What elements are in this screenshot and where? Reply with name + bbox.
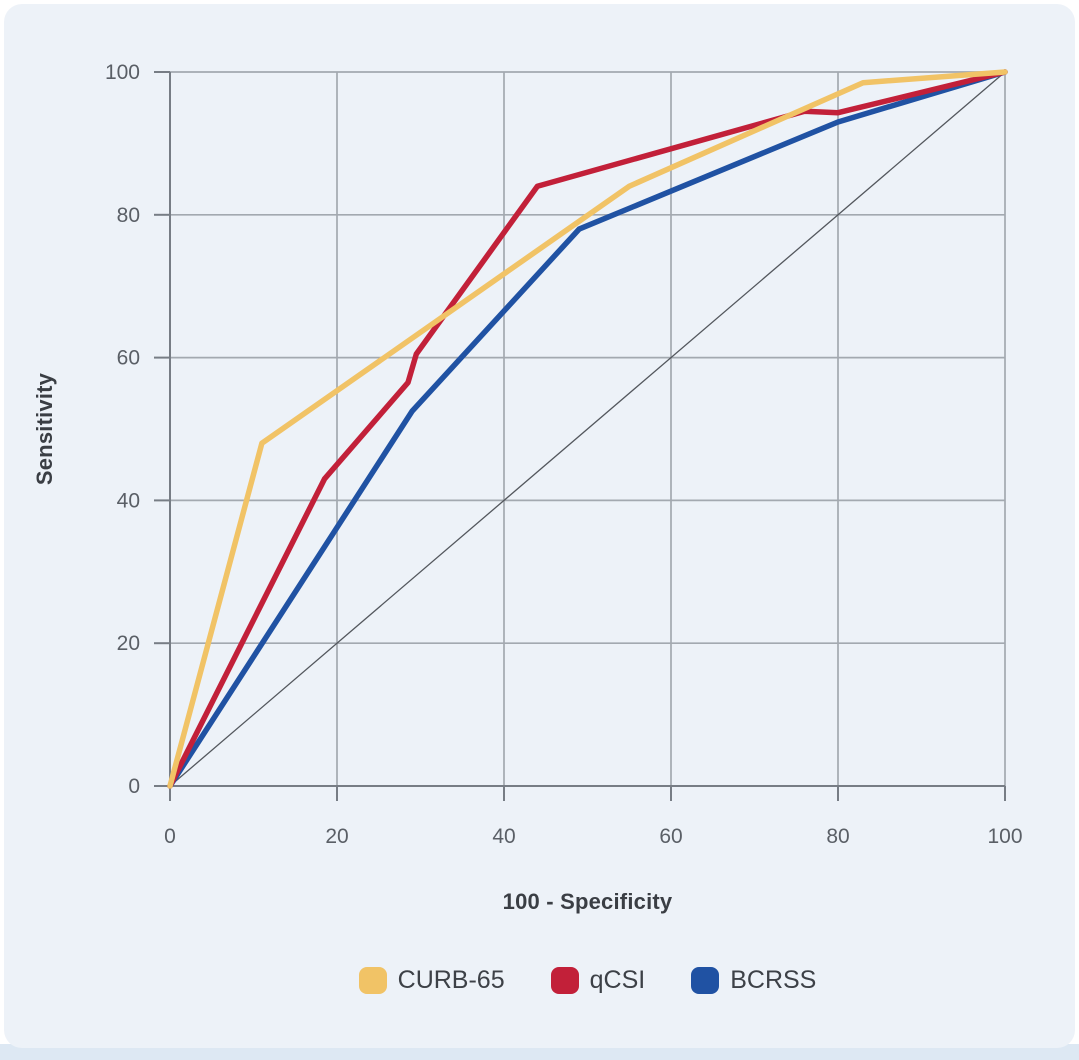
- legend-item-qcsi: qCSI: [550, 965, 646, 995]
- legend-item-curb-65: CURB-65: [358, 965, 505, 995]
- legend-swatch-qcsi: [550, 966, 579, 994]
- x-axis-title: 100 - Specificity: [502, 889, 673, 914]
- y-axis-title: Sensitivity: [32, 372, 57, 486]
- legend-label-curb-65: CURB-65: [397, 965, 505, 994]
- legend: CURB-65 qCSI BCRSS: [170, 962, 1005, 998]
- legend-label-bcrss: BCRSS: [730, 965, 817, 994]
- page-bottom-strip: [0, 1044, 1079, 1060]
- legend-swatch-curb-65: [358, 966, 387, 994]
- legend-label-qcsi: qCSI: [589, 965, 646, 994]
- legend-item-bcrss: BCRSS: [691, 966, 816, 995]
- legend-swatch-bcrss: [691, 966, 720, 994]
